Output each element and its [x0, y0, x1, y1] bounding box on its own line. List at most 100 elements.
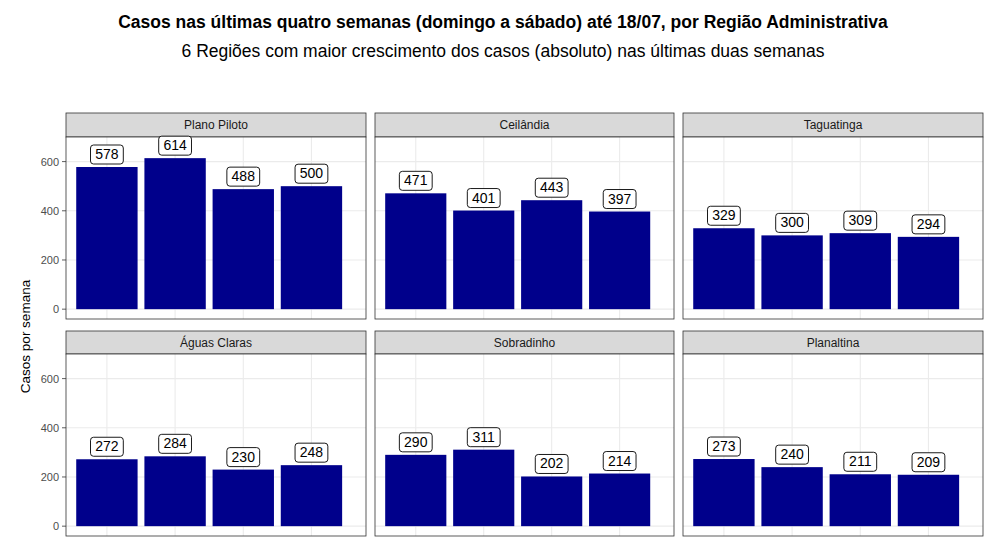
data-label-box — [844, 211, 877, 230]
data-label-box — [776, 213, 809, 232]
data-label: 272 — [95, 438, 119, 454]
bars — [76, 456, 342, 526]
bar — [385, 455, 446, 526]
panel-title: Ceilândia — [499, 118, 549, 132]
panel-title: Taguatinga — [804, 118, 863, 132]
data-label-box — [467, 428, 500, 447]
data-label: 443 — [540, 179, 564, 195]
bar — [453, 450, 514, 526]
panel-border — [66, 137, 366, 319]
bar — [898, 237, 959, 309]
bar — [213, 470, 274, 527]
tick-label: 200 — [41, 471, 59, 483]
bar — [521, 476, 582, 526]
data-label: 309 — [849, 212, 873, 228]
plot-area — [66, 354, 366, 536]
tick-label: 600 — [41, 373, 59, 385]
data-label-box — [912, 215, 945, 234]
bar — [589, 212, 650, 310]
grid-line — [375, 378, 674, 379]
bar — [144, 456, 205, 526]
data-label: 240 — [780, 446, 804, 462]
data-label-box — [776, 445, 809, 464]
data-label: 397 — [608, 191, 632, 207]
bar — [281, 186, 342, 309]
data-label: 211 — [849, 453, 872, 469]
bars — [385, 450, 650, 526]
data-label: 290 — [404, 434, 428, 450]
panel: Sobradinho290311202214 — [375, 331, 674, 536]
data-label: 578 — [95, 146, 119, 162]
bar — [385, 193, 446, 309]
data-label-box — [467, 189, 500, 208]
tick — [62, 526, 66, 527]
data-label-box — [91, 437, 124, 456]
panel: Taguatinga329300309294 — [683, 113, 983, 319]
data-label-box — [399, 171, 432, 190]
plot-area — [66, 137, 366, 319]
tick — [62, 309, 66, 310]
strip — [375, 113, 674, 137]
tick — [62, 378, 66, 379]
bars — [693, 228, 959, 309]
strip — [375, 331, 674, 354]
plot-area — [375, 354, 674, 536]
data-label-box — [295, 164, 328, 183]
data-label-box — [708, 437, 741, 456]
tick-label: 600 — [41, 156, 59, 168]
y-axis-label: Casos por semana — [18, 279, 33, 393]
data-label: 248 — [300, 444, 324, 460]
bar — [693, 459, 754, 526]
panel-title: Plano Piloto — [184, 118, 248, 132]
panel-title: Águas Claras — [180, 335, 252, 350]
panel-border — [375, 137, 674, 319]
tick — [62, 210, 66, 211]
tick — [62, 161, 66, 162]
data-label: 273 — [712, 438, 736, 454]
tick-label: 0 — [53, 520, 59, 532]
data-label: 329 — [712, 207, 736, 223]
data-label-box — [91, 145, 124, 164]
bar — [761, 235, 822, 309]
bars — [76, 158, 342, 309]
data-label-box — [708, 206, 741, 225]
data-label: 500 — [300, 165, 324, 181]
grid-line — [375, 161, 674, 162]
bar — [281, 465, 342, 526]
panel-border — [66, 354, 366, 536]
bar — [830, 474, 891, 526]
strip — [683, 331, 983, 354]
data-label-box — [159, 136, 192, 155]
data-label-box — [912, 453, 945, 472]
data-label-box — [535, 454, 568, 473]
panel-title: Planaltina — [807, 336, 860, 350]
data-label: 202 — [540, 455, 564, 471]
bar — [898, 475, 959, 526]
data-label: 471 — [404, 172, 428, 188]
strip — [66, 331, 366, 354]
plot-area — [375, 137, 674, 319]
bar — [453, 211, 514, 310]
bar — [521, 200, 582, 309]
grid-line — [66, 427, 366, 428]
data-label: 311 — [473, 429, 496, 445]
data-label-box — [227, 167, 260, 186]
data-label-box — [535, 178, 568, 197]
bar — [589, 474, 650, 527]
grid-line — [683, 161, 983, 162]
panel: Águas Claras2722842302480200400600 — [41, 331, 366, 536]
panel-border — [683, 137, 983, 319]
grid-line — [683, 427, 983, 428]
strip — [683, 113, 983, 137]
bar — [213, 189, 274, 309]
strip — [66, 113, 366, 137]
bars — [385, 193, 650, 309]
panel: Plano Piloto5786144885000200400600 — [41, 113, 366, 319]
chart: Casos nas últimas quatro semanas (doming… — [0, 0, 1006, 539]
data-label-box — [295, 443, 328, 462]
data-label: 214 — [608, 453, 632, 469]
plot-area — [683, 137, 983, 319]
tick — [62, 259, 66, 260]
bar — [830, 233, 891, 309]
panel-border — [683, 354, 983, 536]
